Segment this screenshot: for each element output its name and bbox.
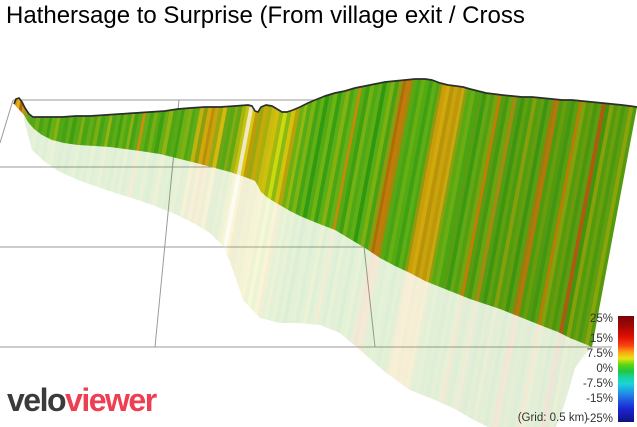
gradient-legend: 25% 15% 7.5% 0% -7.5% -15% -25%(Grid: 0.5 km) [518,313,634,425]
page-title: Hathersage to Surprise (From village exi… [6,2,525,29]
profile-outline [13,78,637,118]
logo-velo: velo [7,382,67,418]
legend-gradient-bar [618,316,634,422]
legend-tick-label: -7.5% [583,378,613,390]
veloviewer-logo[interactable]: veloviewer [7,382,157,418]
legend-tick-label: -15% [586,393,613,405]
grid-scale-note: (Grid: 0.5 km) [518,412,588,424]
logo-viewer: viewer [65,382,157,418]
legend-tick-label: -25% [586,413,613,425]
legend-tick-label: 7.5% [587,348,613,360]
legend-tick-label: 15% [590,333,613,345]
legend-tick-label: 25% [590,313,613,325]
legend-tick-label: 0% [596,363,613,375]
